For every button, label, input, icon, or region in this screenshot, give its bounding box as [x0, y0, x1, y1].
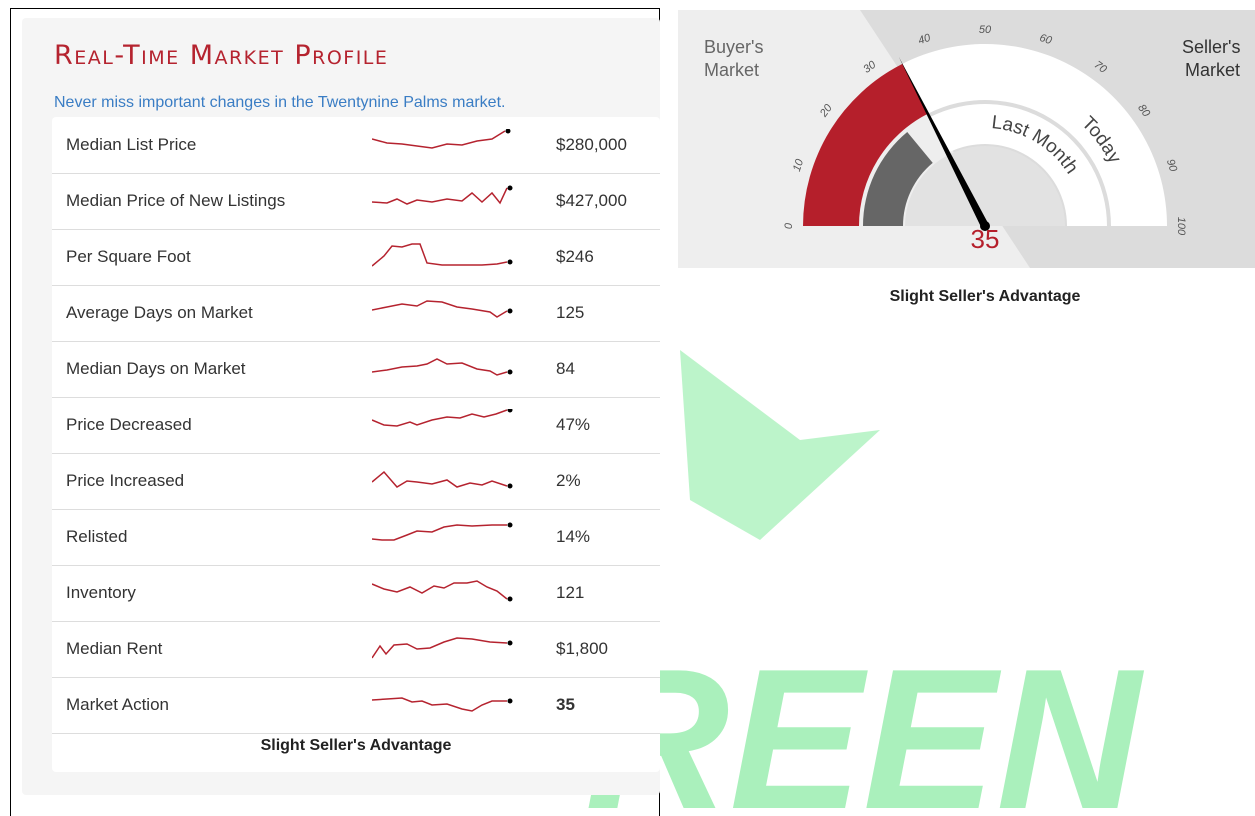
- seller-label: Market: [1185, 60, 1240, 80]
- row-label: Median List Price: [66, 135, 197, 154]
- sparkline-dot: [507, 369, 513, 375]
- gauge-tick-label: 40: [917, 32, 933, 47]
- sparkline-dot: [507, 522, 513, 528]
- row-value: 47%: [556, 415, 591, 434]
- sparkline-line: [372, 358, 508, 376]
- sparkline: [372, 697, 513, 712]
- gauge-tick-label: 90: [1164, 158, 1179, 174]
- sparkline-dot: [507, 596, 513, 602]
- market-card: Real-Time Market Profile Never miss impo…: [22, 18, 660, 795]
- gauge-caption: Slight Seller's Advantage: [890, 288, 1081, 305]
- center-disc: [905, 146, 1065, 226]
- subtitle: Never miss important changes in the Twen…: [54, 94, 506, 111]
- table-row: Average Days on Market 125: [52, 285, 660, 342]
- sparkline-dot: [505, 129, 511, 134]
- sparkline-line: [372, 524, 507, 541]
- row-label: Market Action: [66, 695, 169, 714]
- sparkline: [372, 522, 513, 541]
- title: Real-Time Market Profile: [54, 40, 389, 71]
- row-value: $1,800: [556, 639, 608, 658]
- row-value: 125: [556, 303, 585, 322]
- sparkline: [372, 580, 513, 602]
- table-row: Median Price of New Listings $427,000: [52, 173, 660, 230]
- sparkline-line: [372, 470, 508, 488]
- row-label: Median Days on Market: [66, 359, 246, 378]
- gauge-tick-label: 0: [783, 222, 795, 229]
- row-value: 14%: [556, 527, 591, 546]
- today-arc: [803, 63, 928, 227]
- table-row: Price Increased 2%: [52, 453, 660, 510]
- gauge-tick-label: 10: [791, 157, 806, 173]
- needle-hub: [980, 221, 990, 231]
- sparkline-dot: [507, 259, 513, 265]
- sparkline-dot: [507, 483, 513, 489]
- row-label: Median Price of New Listings: [66, 191, 286, 210]
- row-value: $280,000: [556, 135, 627, 154]
- row-label: Per Square Foot: [66, 247, 191, 266]
- sparkline-line: [372, 187, 508, 205]
- needle: [898, 56, 989, 228]
- table-row: Median List Price $280,000: [52, 117, 660, 174]
- buyer-label: Buyer's: [704, 37, 763, 57]
- seller-label: Seller's: [1182, 37, 1240, 57]
- table-row: Price Decreased 47%: [52, 397, 660, 454]
- gauge-tick-label: 100: [1175, 217, 1187, 236]
- table-footer: Slight Seller's Advantage: [260, 737, 452, 754]
- row-value: $427,000: [556, 191, 627, 210]
- watermark-text: REEN: [585, 628, 1144, 816]
- last-month-band: [929, 104, 1107, 226]
- table-row: Median Days on Market 84: [52, 341, 660, 398]
- sparkline-dot: [507, 409, 513, 413]
- row-value: 35: [556, 695, 575, 714]
- sparkline-line: [372, 300, 508, 318]
- table-row: Median Rent $1,800: [52, 621, 660, 678]
- table-row: Market Action 35: [52, 677, 660, 734]
- sparkline: [372, 300, 513, 318]
- sparkline-dot: [507, 308, 513, 314]
- row-label: Price Increased: [66, 471, 185, 490]
- sparkline: [372, 358, 513, 376]
- sparkline-line: [372, 130, 506, 149]
- sparkline: [372, 637, 513, 659]
- buyer-label: Market: [704, 60, 759, 80]
- sparkline: [372, 409, 513, 427]
- gauge-tick-label: 60: [1038, 32, 1054, 47]
- sparkline-line: [372, 409, 508, 427]
- last-month-arc: [863, 131, 933, 226]
- table-row: Inventory 121: [52, 565, 660, 622]
- sparkline: [372, 243, 513, 267]
- sparkline-dot: [507, 640, 513, 646]
- today-band: [902, 43, 1167, 227]
- sparkline-dot: [507, 185, 513, 191]
- sparkline-line: [372, 697, 507, 712]
- sparkline-line: [372, 580, 508, 600]
- sparkline: [372, 470, 513, 489]
- sparkline: [372, 185, 513, 205]
- sparkline: [372, 129, 511, 149]
- watermark-shape: [680, 350, 880, 540]
- sparkline-line: [372, 637, 508, 659]
- row-label: Average Days on Market: [66, 303, 253, 322]
- row-value: 121: [556, 583, 585, 602]
- gauge-tick-label: 50: [979, 24, 992, 36]
- sparkline-dot: [507, 698, 513, 704]
- row-label: Inventory: [66, 583, 136, 602]
- gauge-value: 35: [971, 224, 1000, 254]
- table: Slight Seller's Advantage Median List Pr…: [52, 117, 660, 772]
- row-label: Median Rent: [66, 639, 163, 658]
- row-value: 84: [556, 359, 575, 378]
- table-row: Relisted 14%: [52, 509, 660, 566]
- sparkline-line: [372, 243, 508, 267]
- table-row: Per Square Foot $246: [52, 229, 660, 286]
- row-value: 2%: [556, 471, 581, 490]
- row-label: Relisted: [66, 527, 128, 546]
- row-label: Price Decreased: [66, 415, 192, 434]
- row-value: $246: [556, 247, 594, 266]
